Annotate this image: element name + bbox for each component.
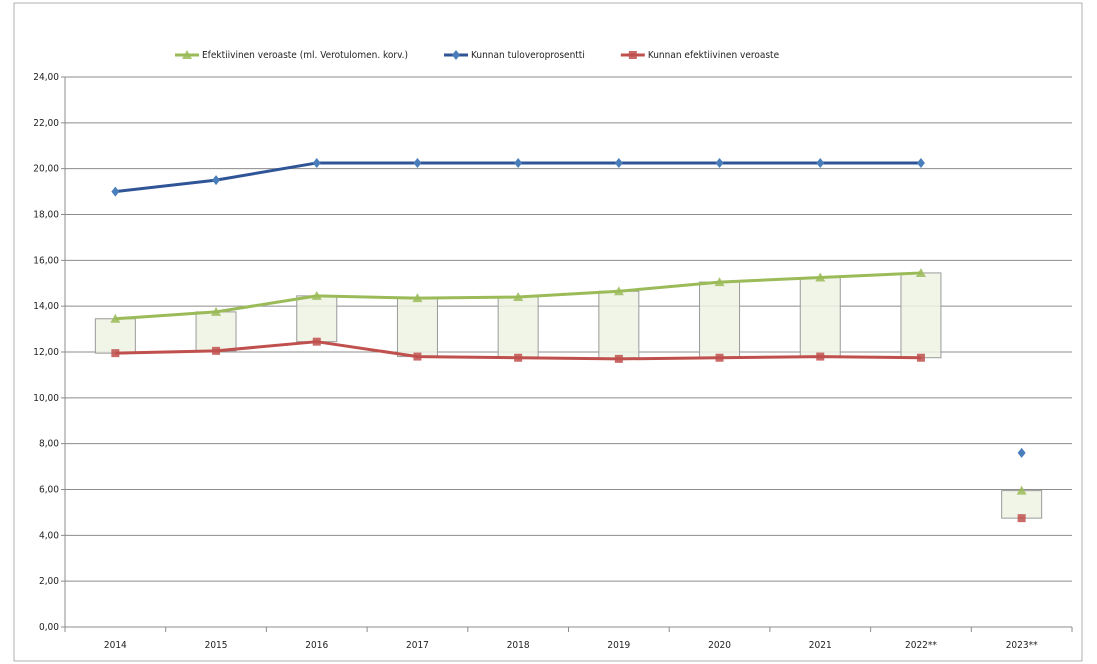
marker [1017,514,1026,523]
marker [111,186,120,197]
marker [1017,447,1026,458]
marker [413,352,422,361]
marker [452,50,460,60]
up-down-bar [94,318,136,354]
marker [412,293,423,303]
marker [613,286,624,296]
up-down-bar [598,290,640,360]
x-tick-label: 2019 [607,640,630,651]
marker [916,353,925,362]
marker [614,157,623,168]
x-tick-label: 2015 [205,640,228,651]
marker [513,292,524,301]
marker [312,337,321,346]
legend-label: Kunnan tuloveroprosentti [471,50,585,61]
marker [413,157,422,168]
y-tick-label: 2,00 [39,576,59,587]
marker [311,290,322,300]
marker [211,306,222,316]
up-down-bar [699,281,741,359]
x-tick-label: 2022** [905,640,937,651]
y-tick-label: 4,00 [39,530,59,541]
marker [614,354,623,363]
up-down-bar [1001,490,1043,519]
y-tick-label: 10,00 [33,393,59,404]
marker [915,267,926,277]
marker [815,272,826,282]
up-down-bar [799,277,841,358]
y-tick-label: 24,00 [33,72,59,83]
y-tick-label: 12,00 [33,347,59,358]
marker [628,51,637,59]
marker [714,277,725,287]
marker [514,353,523,362]
marker [182,50,192,59]
y-tick-label: 18,00 [33,210,59,221]
x-tick-label: 2021 [809,640,832,651]
up-down-bar [497,296,539,359]
marker [1016,485,1027,495]
x-tick-label: 2023** [1006,640,1038,651]
up-down-bar [396,297,438,358]
marker [111,349,120,358]
x-tick-label: 2014 [104,640,127,651]
up-down-bar [900,272,942,359]
legend-label: Efektiivinen veroaste (ml. Verotulomen. … [202,50,408,61]
x-tick-label: 2016 [305,640,328,651]
y-tick-label: 22,00 [33,118,59,129]
y-tick-label: 8,00 [39,439,59,450]
x-tick-label: 2017 [406,640,429,651]
marker [312,157,321,168]
marker [816,157,825,168]
marker [212,346,221,355]
legend-label: Kunnan efektiivinen veroaste [648,50,780,61]
marker [715,353,724,362]
marker [212,175,221,186]
marker [916,157,925,168]
up-down-bar [296,295,338,343]
marker [514,157,523,168]
marker [816,352,825,361]
up-down-bar [195,311,237,352]
marker [110,313,121,323]
y-tick-label: 6,00 [39,485,59,496]
y-tick-label: 14,00 [33,301,59,312]
y-tick-label: 20,00 [33,164,59,175]
x-tick-label: 2020 [708,640,731,651]
x-tick-label: 2018 [507,640,530,651]
y-tick-label: 16,00 [33,255,59,266]
y-tick-label: 0,00 [39,622,59,633]
marker [715,157,724,168]
